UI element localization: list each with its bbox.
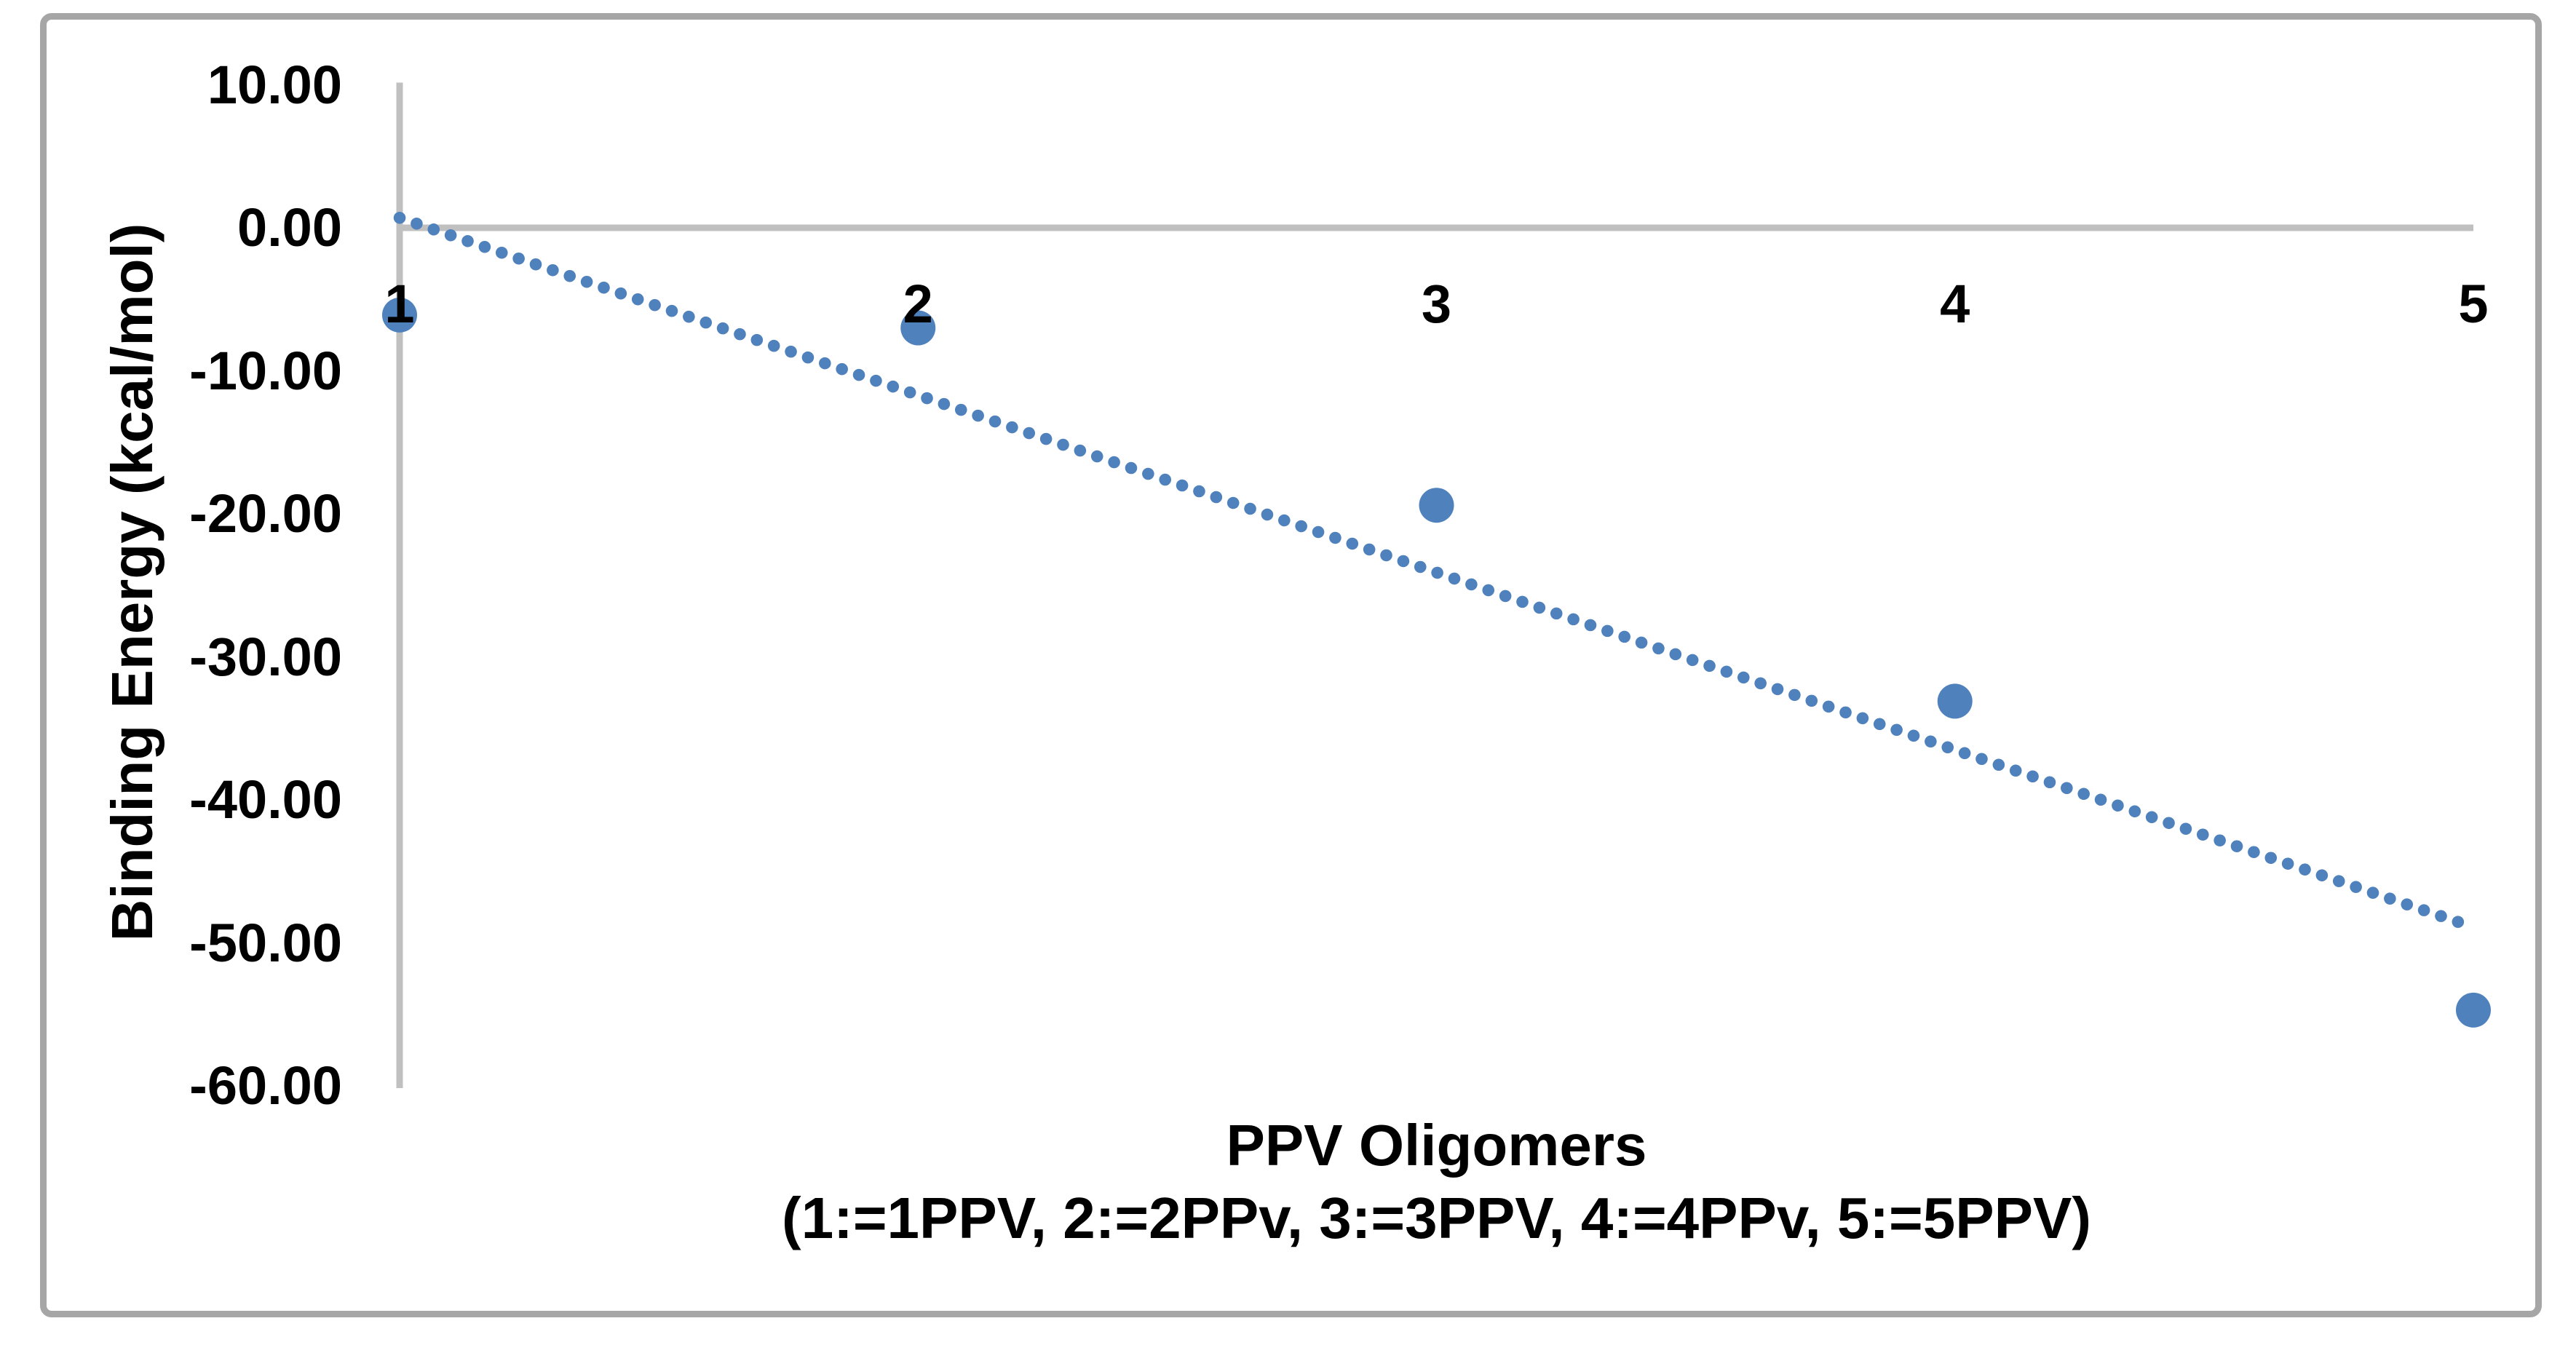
data-point (1937, 683, 1973, 719)
y-tick-label: -40.00 (189, 769, 342, 830)
data-point (1419, 488, 1454, 523)
y-tick-label: -20.00 (189, 483, 342, 544)
y-tick-label: -50.00 (189, 912, 342, 973)
data-point (382, 297, 417, 333)
x-tick-label: 3 (1421, 274, 1452, 334)
y-tick-label: 10.00 (207, 54, 342, 115)
y-tick-label: -30.00 (189, 626, 342, 687)
x-tick-label: 2 (903, 274, 933, 334)
data-point (2456, 992, 2491, 1028)
y-tick-label: -60.00 (189, 1055, 342, 1116)
y-tick-label: 0.00 (237, 197, 342, 258)
y-axis-title: Binding Energy (kcal/mol) (100, 223, 165, 942)
x-axis-title: PPV Oligomers (1226, 1113, 1647, 1178)
trendline (393, 211, 2480, 934)
y-tick-label: -10.00 (189, 340, 342, 401)
x-tick-label: 4 (1940, 274, 1970, 334)
x-axis-title-subtitle: (1:=1PPV, 2:=2PPv, 3:=3PPV, 4:=4PPv, 5:=… (782, 1186, 2091, 1250)
data-point (900, 310, 936, 346)
x-tick-label: 5 (2458, 274, 2489, 334)
x-tick-label: 1 (384, 274, 415, 334)
